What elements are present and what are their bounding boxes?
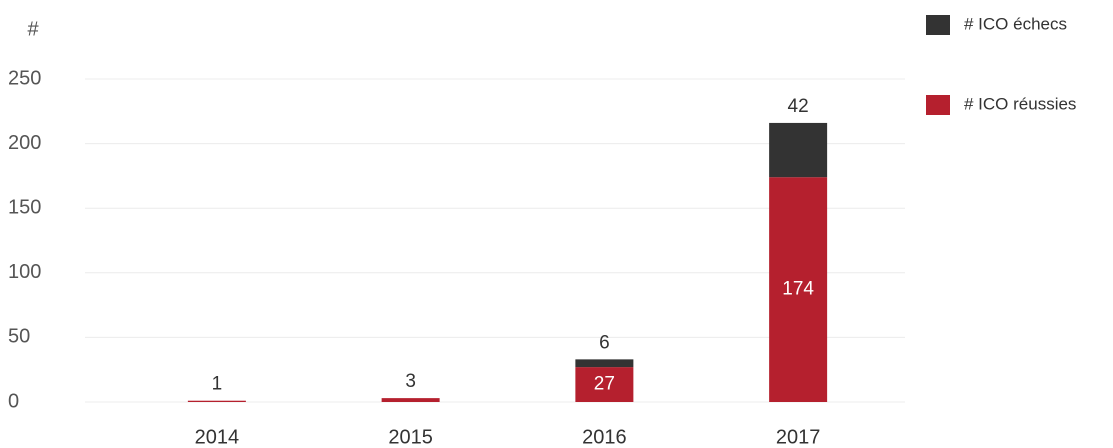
y-tick-label: 50	[8, 326, 30, 348]
data-label: 27	[594, 374, 615, 395]
x-tick-label: 2014	[195, 426, 240, 448]
x-tick-label: 2015	[388, 426, 433, 448]
legend-label: # ICO échecs	[964, 14, 1067, 33]
bar-segment	[187, 400, 246, 402]
y-axis-label: #	[27, 18, 39, 40]
bar-segment	[769, 177, 828, 402]
bar-segment	[575, 359, 634, 368]
data-label: 1	[212, 374, 223, 395]
data-label: 174	[782, 279, 814, 300]
legend-swatch	[926, 95, 950, 115]
bar-segment	[575, 367, 634, 402]
legend-swatch	[926, 15, 950, 35]
y-tick-label: 150	[8, 196, 41, 218]
x-tick-label: 2016	[582, 426, 627, 448]
y-tick-label: 200	[8, 132, 41, 154]
y-tick-label: 0	[8, 390, 19, 412]
data-label: 3	[405, 371, 416, 392]
bar-segment	[381, 398, 440, 402]
legend-label: # ICO réussies	[964, 94, 1076, 113]
data-label: 42	[788, 96, 809, 117]
data-label: 6	[599, 332, 610, 353]
bar-segment	[769, 122, 828, 178]
y-tick-label: 250	[8, 67, 41, 89]
y-tick-label: 100	[8, 261, 41, 283]
x-tick-label: 2017	[776, 426, 821, 448]
